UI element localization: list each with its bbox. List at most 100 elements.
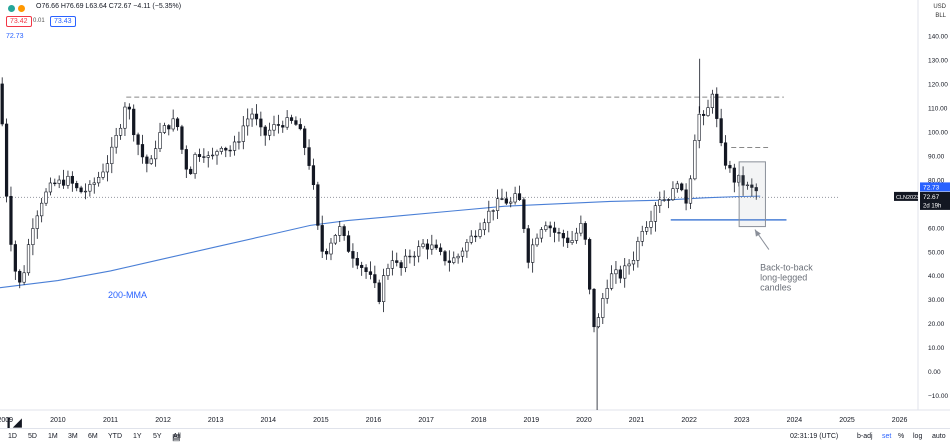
candle-body xyxy=(149,158,153,164)
unit-label: BLL xyxy=(935,13,946,19)
range-button-3m[interactable]: 3M xyxy=(68,433,78,440)
scale-toggle-set[interactable]: set xyxy=(882,433,892,440)
candle-body xyxy=(44,191,48,204)
callout-text: candles xyxy=(760,283,792,293)
spread-value: 0.01 xyxy=(33,18,45,24)
candle-body xyxy=(26,244,31,274)
candle-body xyxy=(649,221,653,228)
candle-body xyxy=(193,154,197,175)
y-tick-label: 60.00 xyxy=(928,225,945,232)
candle-body xyxy=(640,231,644,242)
candle-body xyxy=(127,106,131,110)
range-button-6m[interactable]: 6M xyxy=(88,433,98,440)
candle-body xyxy=(333,235,337,244)
scale-toggle-log[interactable]: log xyxy=(913,433,923,440)
candle-body xyxy=(399,262,403,269)
candle-body xyxy=(211,154,215,157)
candle-body xyxy=(579,223,583,234)
candle-body xyxy=(219,147,224,152)
candle-body xyxy=(469,235,473,243)
candle-body xyxy=(136,134,140,145)
countdown-tag: 2d 19h xyxy=(923,203,941,209)
x-tick-label: 2023 xyxy=(734,417,750,424)
candle-body xyxy=(465,242,469,252)
candle-body xyxy=(40,202,44,217)
x-tick-label: 2022 xyxy=(681,417,697,424)
candle-body xyxy=(167,125,171,130)
candle-body xyxy=(702,113,706,116)
range-button-5d[interactable]: 5D xyxy=(28,433,37,440)
candle-body xyxy=(237,141,241,143)
sell-price-button[interactable]: 73.42 xyxy=(6,16,32,27)
scale-toggle-b-adj[interactable]: b-adj xyxy=(857,433,873,440)
y-tick-label: 110.00 xyxy=(928,105,948,112)
range-button-1m[interactable]: 1M xyxy=(48,433,58,440)
candle-body xyxy=(434,244,438,249)
price-chart[interactable]: 140.00 130.00 120.00 110.00 100.00 90.00 80.00… xyxy=(0,0,950,428)
candle-body xyxy=(110,146,114,164)
range-button-1d[interactable]: 1D xyxy=(8,433,17,440)
candle-body xyxy=(623,265,627,279)
candle-body xyxy=(66,175,70,186)
clock-time: 02:31:19 (UTC) xyxy=(790,433,839,440)
candle-body xyxy=(438,247,443,252)
candle-body xyxy=(403,255,408,269)
candle-body xyxy=(338,226,342,236)
candle-body xyxy=(18,270,22,283)
candle-body xyxy=(276,124,280,126)
candle-body xyxy=(118,127,123,136)
candle-body xyxy=(324,251,329,255)
range-button-5y[interactable]: 5Y xyxy=(153,433,162,440)
candle-body xyxy=(175,118,180,128)
candle-body xyxy=(145,156,149,164)
candle-body xyxy=(97,177,101,184)
candle-body xyxy=(592,288,596,328)
candle-body xyxy=(158,132,162,149)
candle-body xyxy=(228,149,232,152)
date-range-icon[interactable]: ▤ xyxy=(172,432,181,442)
candle-body xyxy=(495,198,500,211)
candle-body xyxy=(132,108,136,136)
candle-body xyxy=(421,243,425,247)
candle-body xyxy=(443,251,447,262)
candle-body xyxy=(79,187,83,193)
candle-body xyxy=(680,183,684,191)
candle-body xyxy=(653,205,658,222)
ma-label: 200-MMA xyxy=(108,290,147,300)
candle-body xyxy=(48,182,53,193)
y-tick-label: 80.00 xyxy=(928,177,945,184)
candle-body xyxy=(241,125,245,142)
candle-body xyxy=(544,225,548,230)
candle-body xyxy=(715,93,719,119)
candle-body xyxy=(114,135,118,148)
y-tick-label: 120.00 xyxy=(928,81,948,88)
ohlc-readout: O76.66 H76.69 L63.64 C72.67 −4.11 (−5.35… xyxy=(36,3,182,10)
range-button-ytd[interactable]: YTD xyxy=(108,433,122,440)
candle-body xyxy=(386,267,390,276)
candle-body xyxy=(491,210,495,212)
range-button-1y[interactable]: 1Y xyxy=(133,433,142,440)
currency-selector[interactable]: USD BLL xyxy=(933,3,946,21)
candle-body xyxy=(509,201,513,204)
candle-body xyxy=(316,184,320,226)
candle-body xyxy=(745,184,750,187)
scale-toggle-percent[interactable]: % xyxy=(898,433,905,440)
candle-body xyxy=(478,229,482,237)
scale-toggle-auto[interactable]: auto xyxy=(932,433,946,440)
buy-price-button[interactable]: 73.43 xyxy=(50,16,76,27)
highlight-box xyxy=(738,161,766,228)
candle-body xyxy=(741,175,745,186)
candle-body xyxy=(75,183,79,189)
candle-body xyxy=(557,232,561,234)
range-button-all[interactable]: All xyxy=(173,433,181,440)
candle-body xyxy=(693,140,697,180)
candle-body xyxy=(447,260,451,263)
candle-body xyxy=(728,165,732,169)
candle-body xyxy=(254,113,259,120)
candle-body xyxy=(311,165,316,186)
y-tick-label: −10.00 xyxy=(928,393,948,400)
tradingview-logo: ❙◢ xyxy=(4,417,22,429)
candle-body xyxy=(425,243,430,250)
candle-body xyxy=(171,118,175,130)
candle-body xyxy=(561,233,565,239)
